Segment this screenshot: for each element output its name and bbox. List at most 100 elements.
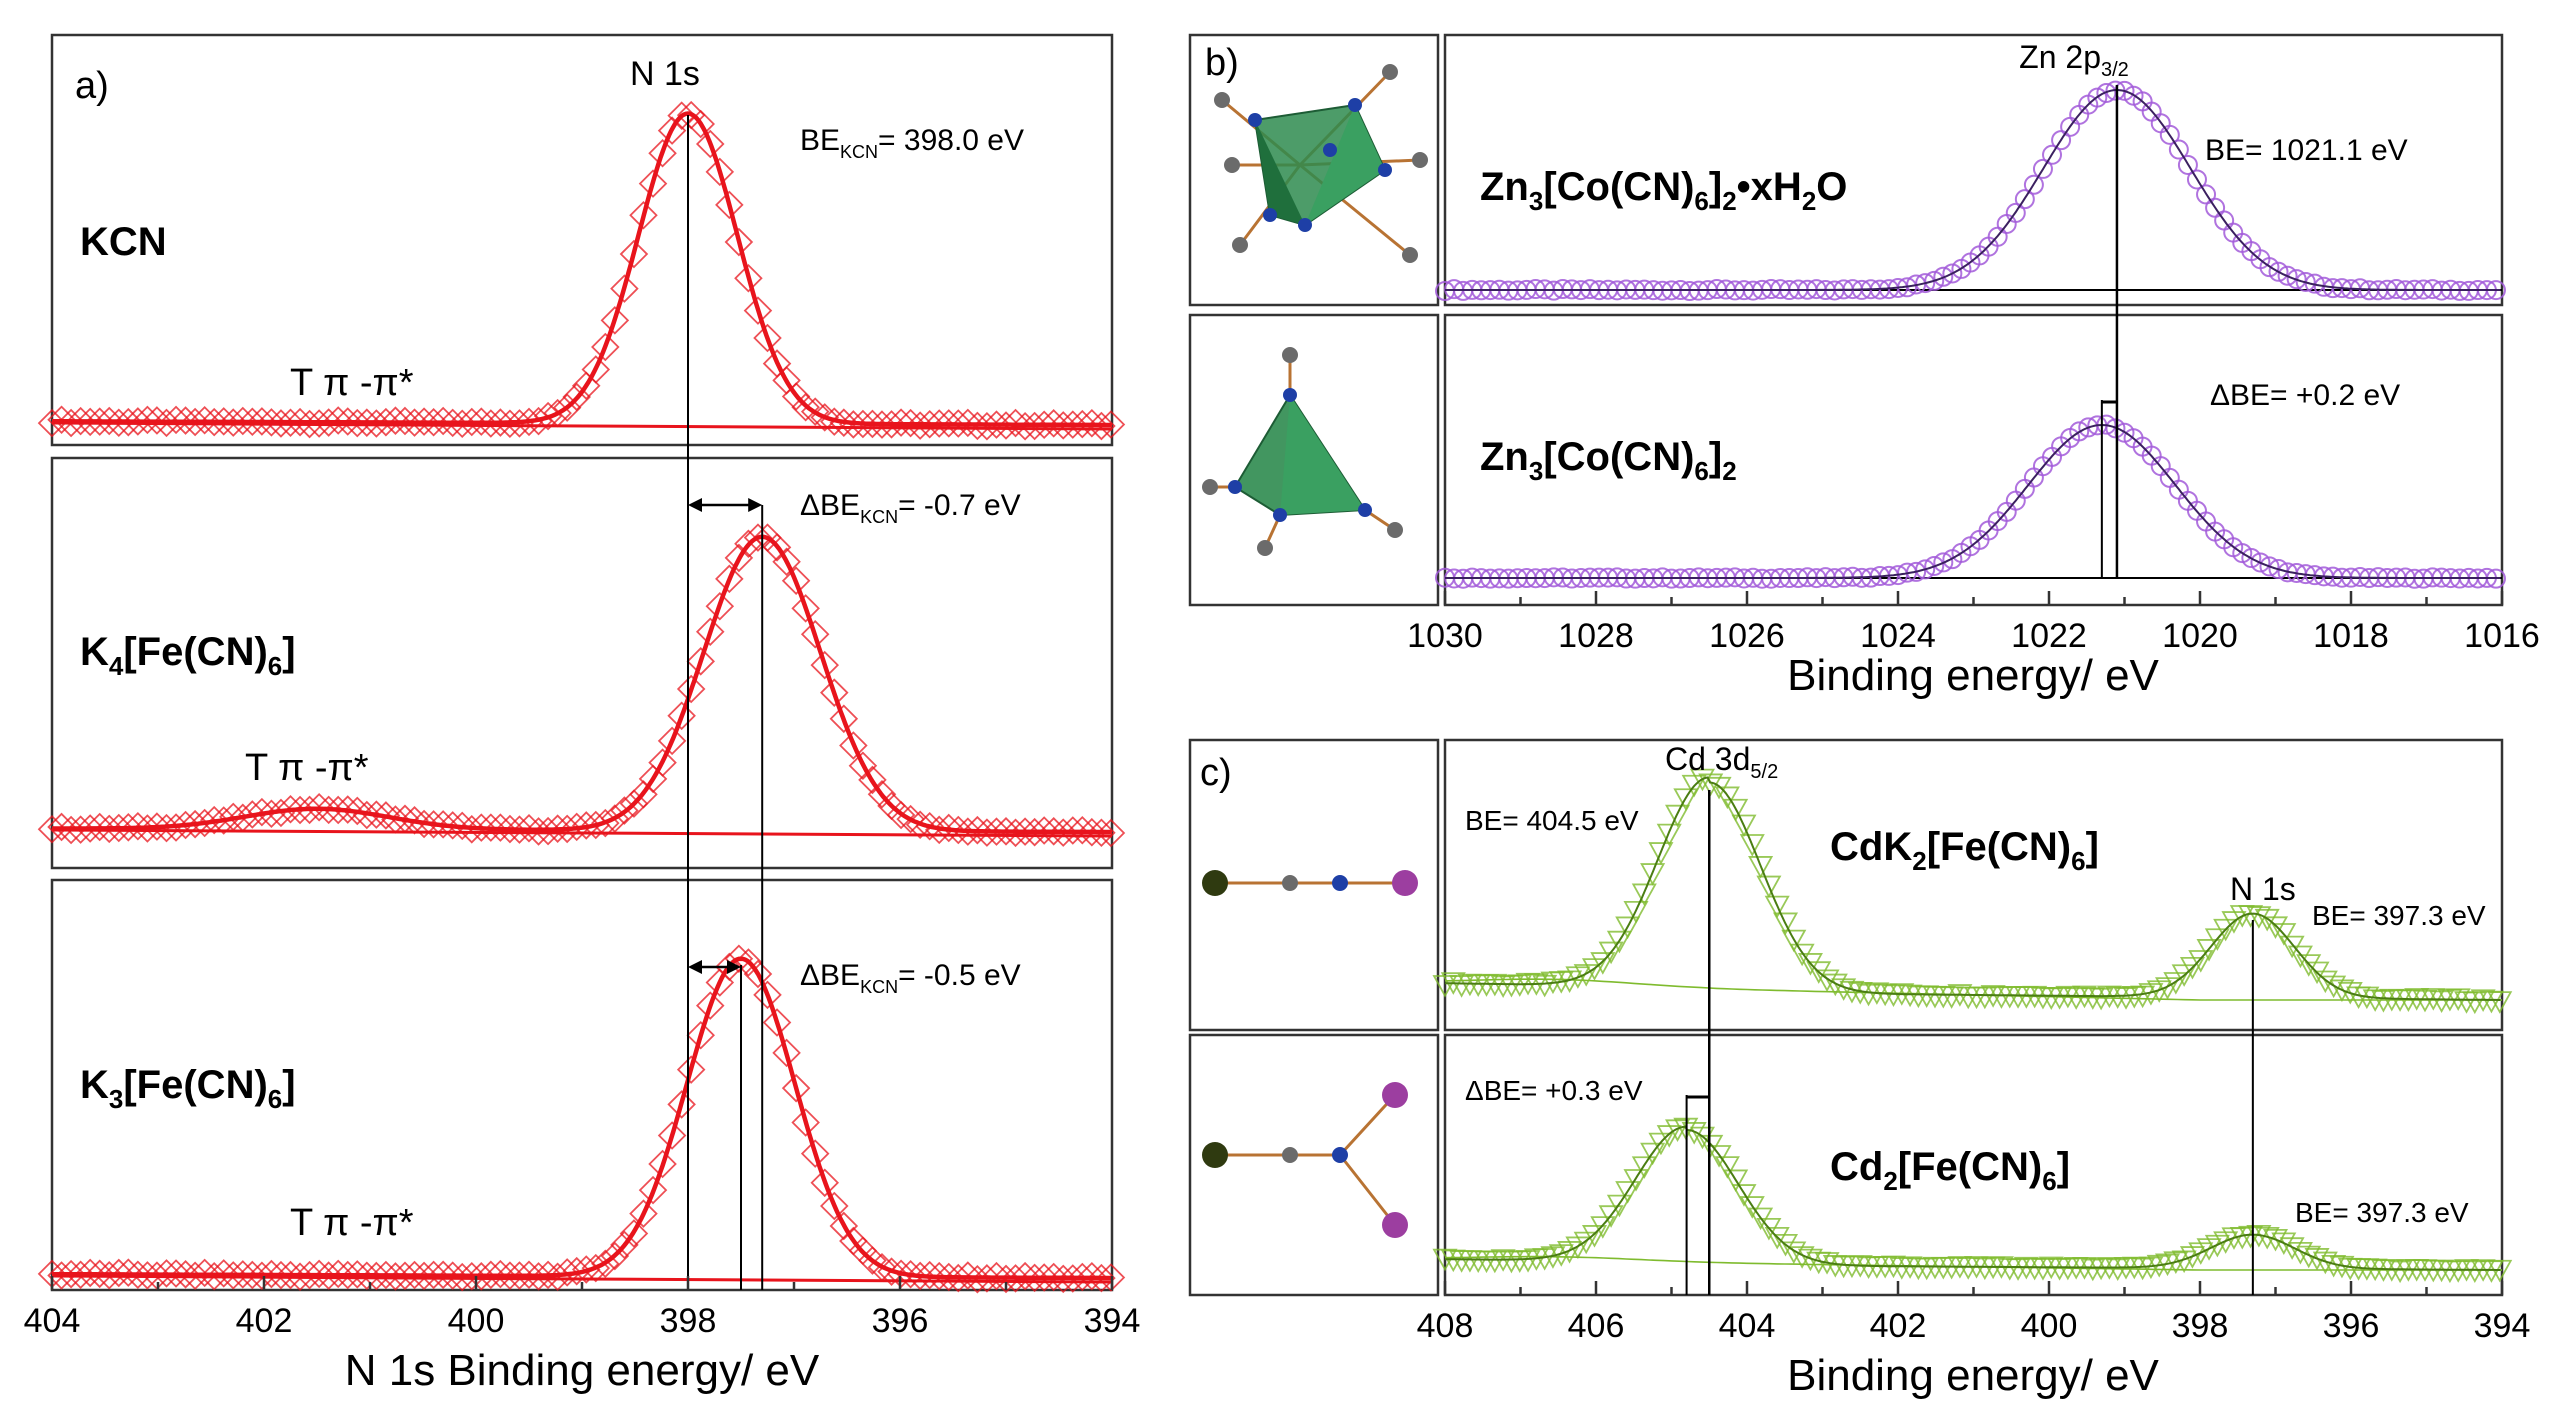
cd-marker-0-71	[2022, 985, 2048, 1009]
data-marker-2-96	[953, 1261, 983, 1290]
cd-marker-1-24	[1631, 1156, 1657, 1179]
zn-marker-0-92	[2268, 261, 2289, 282]
data-marker-1-27	[295, 795, 324, 825]
cd-marker-0-34	[1714, 786, 1740, 810]
panel-a-tick-label-400: 400	[448, 1302, 505, 1340]
data-marker-1-108	[1068, 815, 1097, 845]
data-marker-1-96	[953, 817, 983, 846]
data-marker-2-40	[419, 1260, 448, 1290]
panel-a-tick-label-396: 396	[872, 1302, 929, 1340]
data-marker-2-110	[1087, 1263, 1116, 1293]
data-marker-2-64	[648, 1149, 677, 1179]
cd-marker-1-19	[1590, 1216, 1616, 1239]
data-marker-0-63	[638, 169, 668, 198]
data-marker-0-104	[1029, 410, 1059, 440]
data-marker-2-18	[209, 1259, 238, 1288]
data-marker-0-70	[705, 157, 735, 187]
data-marker-1-67	[676, 674, 706, 704]
data-marker-0-69	[695, 129, 725, 159]
cd-marker-1-36	[1731, 1184, 1757, 1207]
data-marker-0-45	[467, 407, 496, 436]
cd-marker-1-37	[1739, 1196, 1765, 1219]
data-marker-2-20	[228, 1260, 258, 1289]
zn-marker-0-54	[1924, 270, 1945, 291]
cd-marker-1-69	[2005, 1258, 2031, 1281]
cd-marker-0-74	[2047, 987, 2073, 1010]
data-marker-0-31	[333, 407, 363, 436]
shift-arrow-k4-head-right	[748, 498, 763, 512]
data-marker-1-83	[829, 704, 859, 734]
data-marker-2-58	[591, 1249, 620, 1279]
cd-marker-0-90	[2179, 956, 2205, 980]
panel-c-structure-frame-2	[1188, 1033, 1440, 1297]
zn-marker-0-95	[2295, 271, 2316, 292]
cd-marker-0-61	[1939, 986, 1965, 1009]
data-marker-2-65	[657, 1121, 687, 1150]
data-marker-0-111	[1096, 410, 1126, 439]
cd-fit-curve-1	[1445, 1125, 2501, 1271]
zn-marker-1-89	[2241, 548, 2262, 569]
cd-marker-0-92	[2196, 939, 2222, 962]
data-marker-2-9	[123, 1260, 153, 1290]
data-marker-0-47	[486, 408, 515, 437]
panel-a-peak-label: N 1s	[630, 55, 700, 93]
data-marker-1-111	[1096, 818, 1126, 848]
data-marker-0-13	[161, 405, 191, 435]
cd-marker-0-40	[1764, 895, 1790, 919]
satellite-label-kcn: T π -π*	[290, 362, 414, 404]
data-marker-0-95	[944, 409, 973, 438]
cd-marker-0-103	[2287, 945, 2313, 969]
data-marker-2-8	[114, 1258, 143, 1287]
shift-arrow-k3-head-left	[688, 960, 702, 974]
data-marker-2-19	[218, 1261, 248, 1290]
data-marker-0-44	[457, 407, 487, 437]
data-marker-1-100	[991, 817, 1021, 846]
satellite-label-k3: T π -π*	[290, 1202, 414, 1244]
zn-marker-0-83	[2186, 169, 2207, 190]
fit-curve-2	[52, 956, 1112, 1281]
cd-marker-0-29	[1673, 788, 1699, 811]
zn-marker-0-72	[2087, 87, 2108, 108]
data-marker-1-107	[1058, 816, 1088, 845]
data-marker-2-42	[438, 1261, 467, 1290]
panel-c-cdk2-frame	[1443, 738, 2504, 1032]
data-marker-0-62	[629, 200, 658, 230]
data-marker-1-109	[1077, 817, 1107, 847]
cd-marker-0-127	[2487, 991, 2513, 1014]
panel-c-tick-label-408: 408	[1417, 1307, 1474, 1345]
data-marker-0-85	[848, 409, 878, 439]
cd-marker-0-79	[2088, 987, 2114, 1011]
data-marker-1-84	[839, 731, 868, 760]
cd-marker-0-105	[2304, 961, 2330, 985]
linear-bridge-structure-icon	[1202, 870, 1418, 896]
cd-marker-0-19	[1590, 952, 1616, 975]
cd-marker-1-65	[1972, 1257, 1998, 1281]
annotation-n-cd2: BE= 397.3 eV	[2295, 1197, 2469, 1228]
compound-k4-fe-cn6: K4[Fe(CN)6]	[80, 630, 296, 681]
data-marker-1-46	[476, 813, 506, 842]
cd-marker-0-38	[1748, 856, 1774, 879]
cd-marker-1-31	[1689, 1126, 1715, 1150]
data-marker-2-72	[724, 944, 754, 974]
data-marker-0-101	[1001, 408, 1030, 438]
cd-marker-0-54	[1880, 984, 1906, 1008]
data-marker-0-38	[400, 408, 429, 437]
data-marker-1-99	[982, 817, 1011, 846]
data-marker-2-12	[152, 1259, 181, 1288]
zn-marker-1-55	[1933, 552, 1954, 573]
panel-a-curves	[37, 100, 1126, 1294]
data-marker-0-90	[896, 408, 925, 438]
cd-marker-0-89	[2171, 964, 2197, 987]
zn-marker-0-67	[2042, 144, 2063, 165]
data-marker-2-25	[276, 1260, 305, 1290]
data-marker-2-49	[505, 1261, 534, 1290]
zn-marker-1-53	[1915, 559, 1936, 580]
panel-b-tick-label-1022: 1022	[2011, 617, 2087, 655]
data-marker-2-93	[924, 1261, 954, 1291]
annotation-k3: ΔBEKCN= -0.5 eV	[800, 959, 1021, 997]
data-marker-1-72	[724, 543, 754, 573]
zn-marker-1-54	[1924, 555, 1945, 576]
data-marker-2-104	[1029, 1263, 1059, 1292]
data-marker-0-17	[199, 407, 229, 437]
data-marker-0-72	[724, 227, 754, 257]
